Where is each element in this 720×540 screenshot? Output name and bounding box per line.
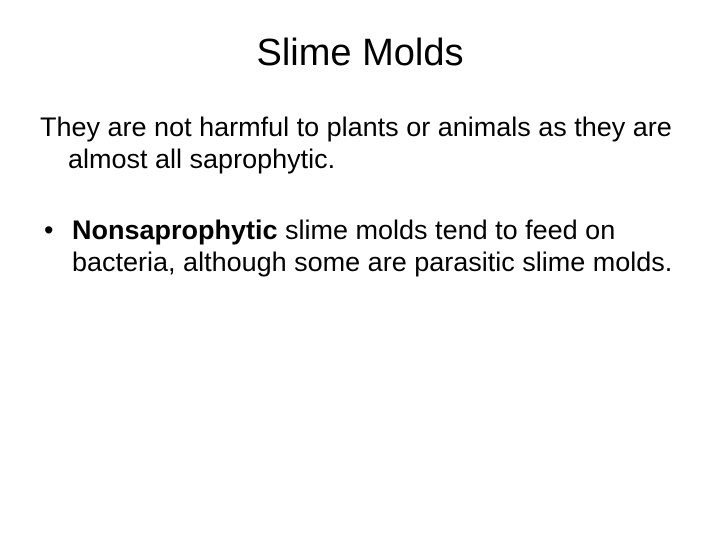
slide: Slime Molds They are not harmful to plan…	[0, 0, 720, 540]
intro-paragraph: They are not harmful to plants or animal…	[40, 111, 680, 176]
bullet-bold-lead: Nonsaprophytic	[72, 215, 278, 245]
bullet-marker: •	[40, 214, 72, 246]
slide-title: Slime Molds	[40, 32, 680, 75]
bullet-item: • Nonsaprophytic slime molds tend to fee…	[40, 214, 680, 279]
bullet-text: Nonsaprophytic slime molds tend to feed …	[72, 214, 680, 279]
intro-paragraph-text: They are not harmful to plants or animal…	[40, 111, 680, 176]
